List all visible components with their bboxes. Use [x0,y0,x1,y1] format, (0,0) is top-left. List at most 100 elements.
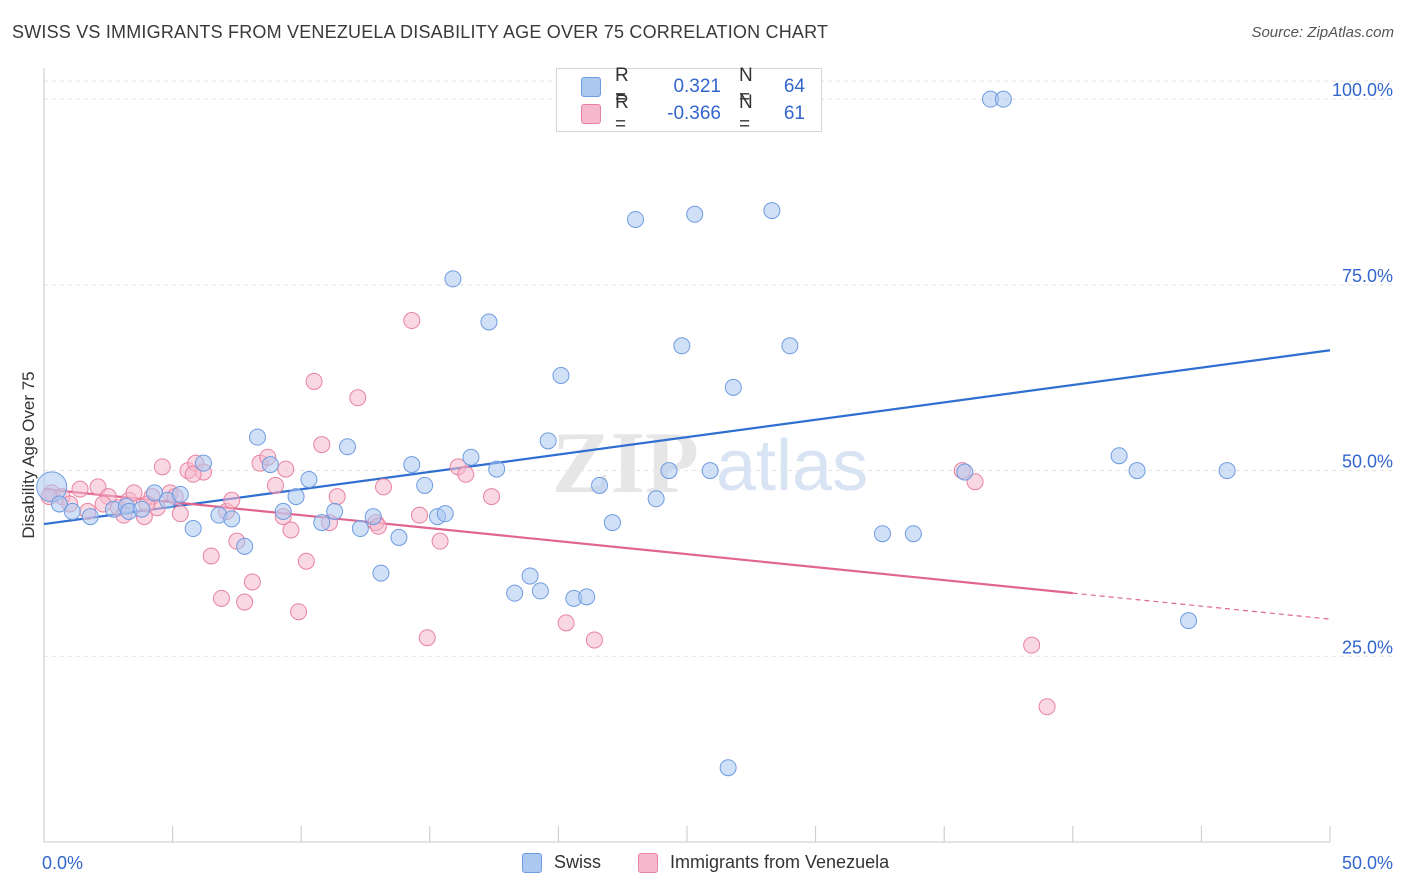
venezuela-point [71,480,89,498]
swiss-point [578,588,596,606]
bottom-legend-swatch-swiss [522,852,542,873]
swiss-point [236,537,254,555]
venezuela-point [557,614,575,632]
swiss-point [673,337,691,355]
swiss-point [488,460,506,478]
swiss-point [1180,612,1198,630]
chart-title: SWISS VS IMMIGRANTS FROM VENEZUELA DISAB… [12,22,829,42]
bottom-legend-venezuela: Immigrants from Venezuela [638,852,889,873]
swiss-point [462,448,480,466]
venezuela-point [411,506,429,524]
venezuela-point [297,552,315,570]
venezuela-point [125,484,143,502]
swiss-point [223,510,241,528]
legend-r-value: 0.321 [673,76,721,97]
swiss-point [313,514,331,532]
venezuela-point [431,532,449,550]
swiss-point [552,366,570,384]
trend-lines [43,349,1331,620]
legend-row-swiss: R = 0.321 N = 64 [581,65,805,108]
y-tick-label: 50.0% [1342,452,1393,472]
swiss-point [287,488,305,506]
legend-n-label: N = [739,65,753,108]
swiss-point [194,454,212,472]
swiss-point [274,502,292,520]
venezuela-point [305,372,323,390]
venezuela-point [212,589,230,607]
legend-swatch-venezuela [581,104,601,124]
venezuela-point [202,547,220,565]
swiss-point [539,432,557,450]
y-tick-label: 100.0% [1332,80,1393,100]
venezuela-point [282,521,300,539]
swiss-point [781,337,799,355]
venezuela-point [290,603,308,621]
swiss-point [248,428,266,446]
watermark-zip: ZIP [552,415,699,512]
venezuela-point [243,573,261,591]
swiss-point [184,520,202,538]
venezuela-point [313,436,331,454]
legend-n-label: N = [739,92,753,135]
bottom-legend-label-venezuela: Immigrants from Venezuela [670,852,890,872]
swiss-point [1128,462,1146,480]
swiss-point [873,525,891,543]
swiss-point [133,500,151,518]
swiss-point [364,508,382,526]
swiss-point [531,582,549,600]
swiss-point [146,484,164,502]
swiss-point [390,528,408,546]
watermark: ZIP atlas [552,415,868,512]
swiss-point [50,495,68,513]
venezuela-point [349,389,367,407]
swiss-point [994,90,1012,108]
swiss-point [1110,447,1128,465]
swiss-point [724,378,742,396]
swiss-point [261,456,279,474]
swiss-point [1218,462,1236,480]
swiss-point [956,463,974,481]
swiss-point [444,270,462,288]
y-tick-label: 25.0% [1342,637,1393,657]
bottom-legend-swatch-venezuela [638,852,658,873]
venezuela-point [1038,698,1056,716]
venezuela-point [328,488,346,506]
venezuela-point [375,478,393,496]
swiss-point [480,313,498,331]
venezuela-trend-line [43,488,1073,595]
x-tick-label: 50.0% [1342,853,1393,873]
swiss-point [338,438,356,456]
swiss-point [719,759,737,777]
legend-n-value: 64 [783,76,805,97]
swiss-point [351,520,369,538]
x-tick-labels: 0.0% 50.0% [42,853,1393,873]
venezuela-point [184,465,202,483]
venezuela-point [171,505,189,523]
venezuela-point [418,629,436,647]
swiss-point [701,462,719,480]
swiss-point [686,205,704,223]
venezuela-point [403,312,421,330]
venezuela-point [457,465,475,483]
swiss-points [36,90,1236,777]
bottom-legend-label-swiss: Swiss [554,852,602,872]
swiss-point [326,502,344,520]
swiss-point [416,476,434,494]
legend-r-label: R = [615,65,629,108]
swiss-point [372,564,390,582]
venezuela-points [40,312,1056,716]
watermark-atlas: atlas [716,426,868,506]
y-tick-label: 75.0% [1342,266,1393,286]
venezuela-point [223,491,241,509]
swiss-point [591,476,609,494]
swiss-point [660,462,678,480]
venezuela-point [153,458,171,476]
swiss-trend-line [43,349,1331,526]
x-tick-label: 0.0% [42,853,83,873]
venezuela-point [266,476,284,494]
swiss-point [81,508,99,526]
swiss-point [521,567,539,585]
venezuela-point [483,488,501,506]
legend-r-value: -0.366 [667,103,721,124]
